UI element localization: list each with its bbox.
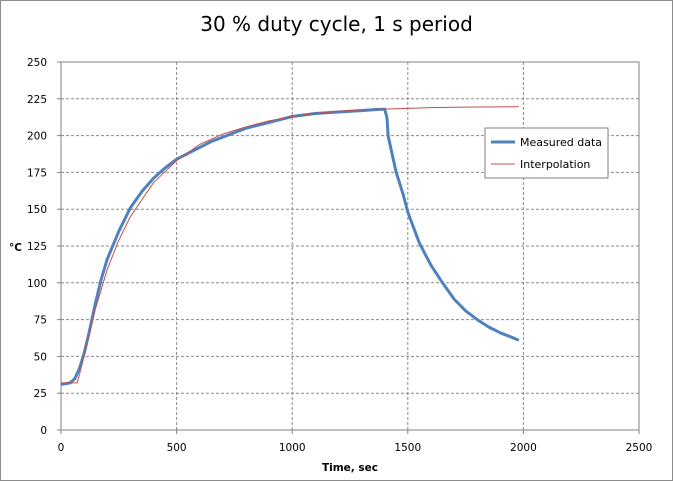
y-tick-label: 225 — [27, 94, 47, 106]
x-tick-label: 1000 — [279, 442, 306, 454]
y-tick-label: 125 — [27, 241, 47, 253]
series-group — [60, 106, 520, 386]
legend-label: Measured data — [520, 136, 602, 149]
y-tick-label: 50 — [34, 351, 47, 363]
y-tick-label: 175 — [27, 167, 47, 179]
chart-title: 30 % duty cycle, 1 s period — [200, 12, 473, 36]
y-tick-label: 25 — [34, 388, 47, 400]
x-axis-ticks: 0 500 1000 1500 2000 2500 — [58, 430, 653, 454]
x-tick-label: 0 — [58, 442, 65, 454]
y-tick-label: 150 — [27, 204, 47, 216]
x-tick-label: 2500 — [626, 442, 653, 454]
y-tick-label: 250 — [27, 57, 47, 69]
x-tick-label: 500 — [167, 442, 187, 454]
x-tick-label: 2000 — [510, 442, 537, 454]
y-tick-label: 100 — [27, 278, 47, 290]
y-tick-label: 200 — [27, 131, 47, 143]
y-axis-label: °C — [9, 242, 22, 254]
series-line-interpolation — [61, 106, 519, 384]
y-tick-label: 75 — [34, 315, 47, 327]
legend-box — [484, 127, 609, 179]
x-axis-label: Time, sec — [322, 462, 378, 474]
x-tick-label: 1500 — [394, 442, 421, 454]
y-tick-label: 0 — [40, 425, 47, 437]
series-line-measured-data — [60, 107, 520, 386]
y-axis-ticks: 0 25 50 75 100 125 150 175 200 225 250 — [27, 57, 61, 437]
grid — [61, 61, 640, 430]
legend-label: Interpolation — [520, 158, 590, 171]
legend: Measured data Interpolation — [484, 127, 609, 179]
